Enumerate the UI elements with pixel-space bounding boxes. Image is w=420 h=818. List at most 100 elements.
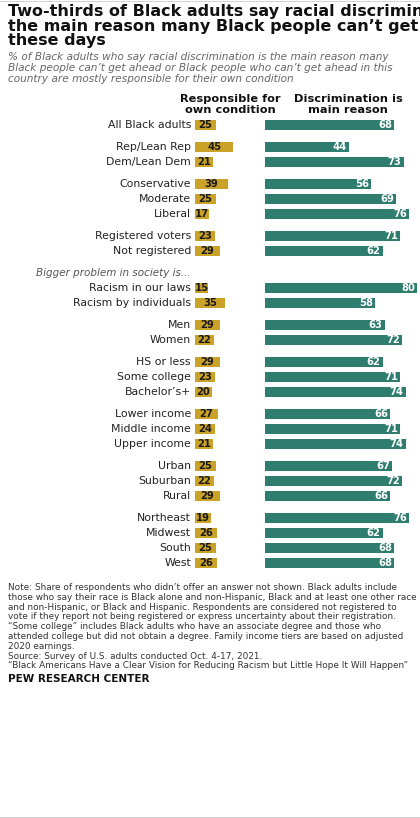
Text: 19: 19 (196, 513, 210, 523)
Text: Note: Share of respondents who didn’t offer an answer not shown. Black adults in: Note: Share of respondents who didn’t of… (8, 583, 397, 592)
Bar (195, 424, 215, 434)
Text: Rural: Rural (163, 491, 191, 501)
Text: Suburban: Suburban (138, 476, 191, 486)
Text: 29: 29 (200, 320, 214, 330)
Text: Women: Women (150, 335, 191, 345)
Text: 25: 25 (199, 543, 213, 553)
Text: 17: 17 (195, 209, 209, 219)
Text: 76: 76 (394, 209, 407, 219)
Text: 72: 72 (386, 335, 400, 345)
Text: 63: 63 (369, 320, 383, 330)
Bar (265, 372, 400, 382)
Text: Black people can’t get ahead or Black people who can’t get ahead in this: Black people can’t get ahead or Black pe… (8, 63, 393, 73)
Text: % of Black adults who say racial discrimination is the main reason many: % of Black adults who say racial discrim… (8, 52, 389, 61)
Text: 76: 76 (394, 513, 407, 523)
Bar (265, 424, 400, 434)
Bar (195, 209, 210, 219)
Bar (195, 246, 220, 256)
Text: 23: 23 (198, 372, 212, 382)
Bar (265, 179, 371, 189)
Text: and non-Hispanic, or Black and Hispanic. Respondents are considered not register: and non-Hispanic, or Black and Hispanic.… (8, 603, 397, 612)
Text: 23: 23 (198, 231, 212, 241)
Text: Moderate: Moderate (139, 194, 191, 204)
Bar (265, 120, 394, 130)
Bar (195, 142, 233, 152)
Bar (195, 387, 212, 397)
Text: 73: 73 (388, 157, 402, 167)
Text: 68: 68 (378, 120, 392, 130)
Text: 20: 20 (197, 387, 210, 397)
Text: All Black adults: All Black adults (108, 120, 191, 130)
Bar (195, 558, 217, 568)
Text: Not registered: Not registered (113, 246, 191, 256)
Bar (265, 194, 396, 204)
Bar (195, 335, 214, 345)
Bar (265, 476, 402, 486)
Bar (265, 231, 400, 241)
Bar (195, 461, 216, 471)
Text: 68: 68 (378, 558, 392, 568)
Text: Responsible for: Responsible for (180, 94, 280, 104)
Text: Dem/Lean Dem: Dem/Lean Dem (106, 157, 191, 167)
Bar (265, 320, 385, 330)
Text: 22: 22 (197, 335, 211, 345)
Text: 71: 71 (384, 372, 398, 382)
Text: Rep/Lean Rep: Rep/Lean Rep (116, 142, 191, 152)
Text: Source: Survey of U.S. adults conducted Oct. 4-17, 2021.: Source: Survey of U.S. adults conducted … (8, 652, 262, 661)
Bar (195, 157, 213, 167)
Text: 74: 74 (390, 387, 404, 397)
Text: 29: 29 (200, 357, 214, 367)
Text: 29: 29 (200, 491, 214, 501)
Text: 15: 15 (194, 283, 208, 293)
Text: Registered voters: Registered voters (95, 231, 191, 241)
Text: 80: 80 (401, 283, 415, 293)
Bar (265, 357, 383, 367)
Text: West: West (164, 558, 191, 568)
Text: those who say their race is Black alone and non-Hispanic, Black and at least one: those who say their race is Black alone … (8, 593, 417, 602)
Text: Bachelor’s+: Bachelor’s+ (125, 387, 191, 397)
Text: Urban: Urban (158, 461, 191, 471)
Text: Racism by individuals: Racism by individuals (73, 298, 191, 308)
Text: 39: 39 (205, 179, 218, 189)
Text: 25: 25 (199, 120, 213, 130)
Bar (265, 387, 406, 397)
Text: 66: 66 (374, 491, 389, 501)
Bar (195, 476, 214, 486)
Text: “Black Americans Have a Clear Vision for Reducing Racism but Little Hope It Will: “Black Americans Have a Clear Vision for… (8, 662, 408, 671)
Text: Conservative: Conservative (120, 179, 191, 189)
Bar (195, 320, 220, 330)
Text: 21: 21 (197, 157, 211, 167)
Text: 69: 69 (380, 194, 394, 204)
Text: Upper income: Upper income (114, 439, 191, 449)
Bar (265, 461, 392, 471)
Bar (195, 120, 216, 130)
Bar (265, 409, 391, 419)
Text: attended college but did not obtain a degree. Family income tiers are based on a: attended college but did not obtain a de… (8, 632, 403, 641)
Text: 29: 29 (200, 246, 214, 256)
Text: 27: 27 (200, 409, 213, 419)
Text: 62: 62 (367, 528, 381, 538)
Bar (265, 246, 383, 256)
Bar (265, 528, 383, 538)
Text: 2020 earnings.: 2020 earnings. (8, 642, 74, 651)
Bar (195, 491, 220, 501)
Text: South: South (159, 543, 191, 553)
Bar (265, 439, 406, 449)
Bar (195, 543, 216, 553)
Text: own condition: own condition (185, 105, 276, 115)
Text: 62: 62 (367, 357, 381, 367)
Bar (195, 194, 216, 204)
Text: 26: 26 (199, 558, 213, 568)
Bar (265, 209, 410, 219)
Text: Lower income: Lower income (115, 409, 191, 419)
Text: country are mostly responsible for their own condition: country are mostly responsible for their… (8, 74, 294, 84)
Text: HS or less: HS or less (136, 357, 191, 367)
Text: Middle income: Middle income (111, 424, 191, 434)
Bar (265, 142, 349, 152)
Bar (265, 157, 404, 167)
Text: 26: 26 (199, 528, 213, 538)
Bar (195, 357, 220, 367)
Bar (195, 528, 217, 538)
Text: “Some college” includes Black adults who have an associate degree and those who: “Some college” includes Black adults who… (8, 622, 381, 631)
Text: Discrimination is: Discrimination is (294, 94, 402, 104)
